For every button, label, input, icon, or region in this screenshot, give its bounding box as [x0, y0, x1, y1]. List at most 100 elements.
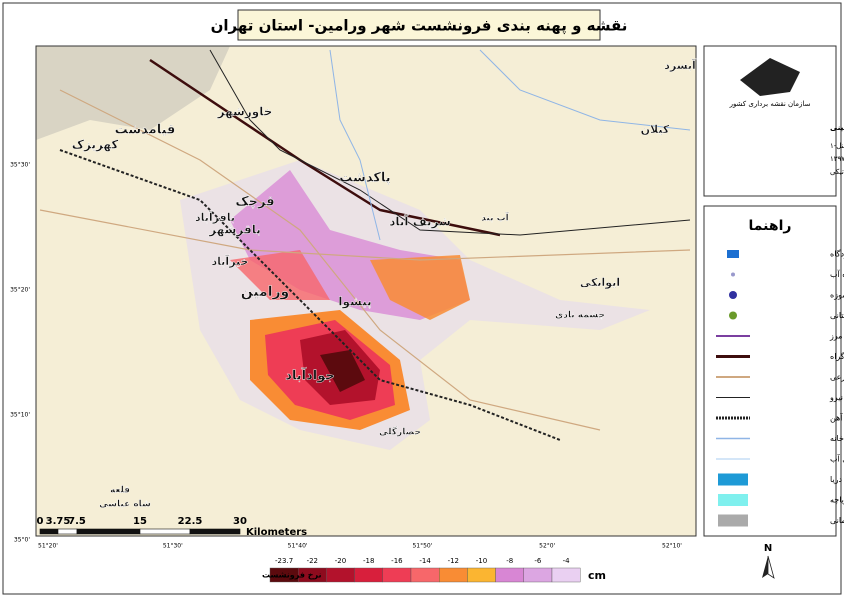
logo-emblem	[740, 58, 800, 96]
scale-unit: Kilometers	[246, 527, 307, 538]
scale-segment	[39, 528, 59, 535]
lon-label: 51°30'	[163, 543, 183, 550]
colorbar-label: -8	[506, 557, 513, 565]
place-label: قیامدشت	[115, 123, 176, 138]
subsidence-zone	[370, 255, 470, 320]
colorbar-unit: cm	[588, 569, 606, 582]
logo-text: سازمان نقشه برداری کشور	[729, 100, 811, 108]
legend-label: دریاچه	[830, 496, 844, 505]
highway	[149, 58, 501, 237]
map-content	[36, 46, 691, 450]
place-label: باقرشهر	[208, 223, 261, 237]
urban-area	[36, 46, 230, 140]
scale-tick: 3.75	[46, 516, 71, 527]
river	[329, 49, 381, 241]
map: ورامین پیشوا جوادآباد قرچک شریف آباد ایوانکی ک…	[35, 45, 697, 537]
legend-label: اثر باستانی	[830, 311, 844, 320]
subsidence-zone	[320, 350, 365, 392]
scale-tick: 30	[233, 516, 247, 527]
scale-tick: 7.5	[68, 516, 86, 527]
legend-symbol	[718, 494, 748, 506]
scale-tick: 22.5	[178, 516, 203, 527]
river	[479, 49, 691, 131]
legend-symbol	[729, 291, 737, 299]
place-label: چشمه نادی	[555, 311, 605, 321]
lon-label: 51°20'	[38, 543, 58, 550]
info-line: در بازه زمانی دی ماه ۱۳۹۵ تا اسفند ۱۳۹۷	[830, 155, 844, 163]
legend-label: فرودگاه	[830, 249, 844, 259]
colorbar-swatch	[382, 567, 412, 583]
title: نقشه و پهنه بندی فرونشست شهر ورامین- است…	[211, 17, 628, 36]
north-arrow-left	[762, 556, 768, 578]
lat-label: 35°0'	[14, 537, 30, 544]
north-arrow-right	[767, 555, 775, 579]
colorbar-label: -10	[476, 557, 487, 565]
scale-tick: 15	[133, 516, 147, 527]
colorbar-swatch	[523, 567, 553, 583]
place-label: ایوانکی	[580, 276, 620, 289]
place-label: خاورشهر	[217, 105, 273, 120]
north-label: N	[764, 543, 772, 554]
legend-symbol	[727, 250, 739, 258]
legend-symbol	[729, 311, 737, 320]
lon-label: 51°40'	[288, 543, 308, 550]
road	[59, 89, 601, 431]
place-label: جوادآباد	[285, 367, 335, 384]
place-label: پاکدشت	[339, 171, 390, 186]
legend-label: راه اصلی و فرعی	[830, 373, 844, 382]
legend-label: بلوک ساختمانی	[830, 516, 844, 525]
department: اداره کل زمین سنجی و نقشه برداری زمینی	[830, 123, 844, 132]
lat-label: 35°30'	[10, 162, 30, 169]
legend-symbol	[731, 272, 735, 277]
lon-label: 52°0'	[539, 543, 555, 550]
north-arrow: N	[762, 543, 775, 579]
subsidence-zone	[230, 250, 330, 300]
legend-box	[703, 205, 837, 537]
colorbar-swatch	[326, 567, 355, 583]
legend-label: دریا	[830, 475, 843, 484]
colorbar-swatch	[439, 567, 468, 583]
place-label: کهریزک	[72, 138, 119, 152]
place-label: شریف آباد	[389, 214, 451, 229]
info-line: بر اساس پردازش داده های راداری سنتینل-۱	[830, 142, 844, 150]
colorbar-label: -12	[448, 557, 459, 565]
legend-label: خط انتقال نیرو	[829, 393, 844, 402]
lat-label: 35°20'	[10, 287, 30, 294]
legend-label: راه آهن	[830, 413, 844, 423]
colorbar-swatch	[410, 567, 440, 583]
colorbar-label: -4	[563, 557, 571, 565]
lon-label: 52°10'	[662, 543, 682, 550]
legend-label: آزادراه و بزرگراه	[830, 351, 844, 361]
colorbar-swatch	[467, 567, 496, 583]
power-line	[209, 49, 691, 236]
place-label: خیرآباد	[212, 254, 249, 268]
colorbar-label: -23.7	[275, 557, 293, 565]
map-frame	[35, 45, 697, 537]
place-label: شاه عباسی	[99, 500, 151, 510]
colorbar-label: -14	[419, 557, 431, 565]
scale-segment	[76, 528, 141, 535]
legend-label: چاه آب	[830, 269, 844, 279]
scale-segment	[57, 528, 78, 535]
place-label: حصارگلی	[379, 426, 421, 438]
colorbar-label: -16	[391, 557, 403, 565]
place-label: قلعه	[110, 486, 130, 496]
scale-segment	[189, 528, 241, 535]
place-label: کیلان	[641, 123, 670, 136]
colorbar-label: -22	[307, 557, 318, 565]
legend-label: رودخانه	[830, 434, 844, 443]
legend-label: مرز	[829, 332, 843, 341]
colorbar-label: -6	[534, 557, 542, 565]
legend-title: راهنما	[749, 218, 792, 234]
legend-symbol	[718, 473, 748, 486]
place-label: قرچک	[235, 195, 274, 210]
colorbar-label: -18	[363, 557, 374, 565]
colorbar-swatch	[495, 567, 525, 583]
legend-label: موزه	[830, 291, 844, 300]
title-box	[237, 9, 601, 41]
colorbar-swatch	[354, 567, 384, 583]
colorbar-swatch	[551, 567, 581, 583]
info-line: اعتبارسنجی شده با داده های ژئودتیکی	[830, 168, 844, 176]
place-label: باقرآباد	[195, 210, 235, 224]
